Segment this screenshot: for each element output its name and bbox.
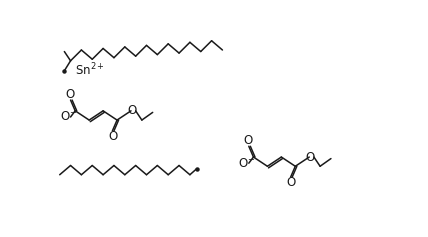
Text: O: O xyxy=(109,130,118,143)
Text: O$^{-}$: O$^{-}$ xyxy=(238,157,256,170)
Text: O: O xyxy=(65,88,74,101)
Text: O: O xyxy=(287,176,296,189)
Text: O: O xyxy=(244,134,253,147)
Text: O: O xyxy=(306,150,315,164)
Text: O$^{-}$: O$^{-}$ xyxy=(59,110,77,123)
Text: O: O xyxy=(127,104,137,117)
Text: Sn$^{2+}$: Sn$^{2+}$ xyxy=(75,62,105,78)
